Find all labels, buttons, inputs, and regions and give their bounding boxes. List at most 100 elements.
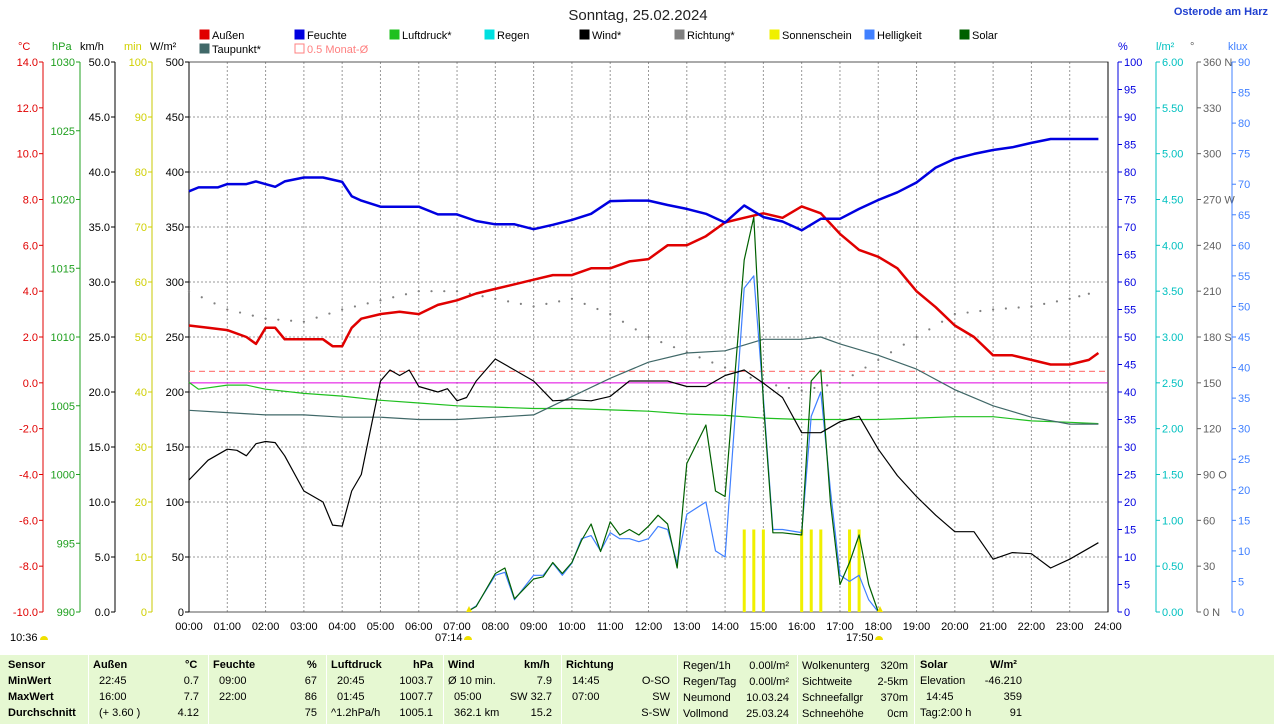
aussen-max-time: 16:00: [99, 691, 127, 703]
richtung-point: [443, 290, 446, 293]
humidity-tick-label: 55: [1124, 305, 1136, 317]
direction-tick-label: 0 N: [1203, 607, 1220, 619]
legend-swatch: [199, 43, 210, 54]
humidity-axis-unit: %: [1118, 41, 1128, 53]
sichtweite-label: Sichtweite: [802, 676, 853, 688]
time-tick-label: 11:00: [597, 621, 624, 633]
time-tick-label: 20:00: [941, 621, 969, 633]
luftdruck-max-value: 1007.7: [399, 691, 433, 703]
aussen-unit: °C: [185, 659, 198, 671]
lux-tick-label: 40: [1238, 363, 1250, 375]
rain-tick-label: 5.50: [1162, 103, 1183, 115]
time-tick-label: 00:00: [175, 621, 203, 633]
durchschnitt-label: Durchschnitt: [8, 707, 76, 719]
richtung-point: [596, 307, 599, 311]
neumond-label: Neumond: [683, 692, 731, 704]
richtung-point: [226, 308, 229, 311]
temp-tick-label: -2.0: [19, 424, 38, 436]
luftdruck-header: Luftdruck: [331, 659, 382, 671]
legend-swatch: [389, 29, 400, 40]
direction-tick-label: 180 S: [1203, 332, 1232, 344]
solar-max-time: 14:45: [926, 691, 954, 703]
sunset-tick-icon: [877, 606, 883, 612]
sensor-header: Sensor: [8, 659, 46, 671]
rain-tick-label: 0.00: [1162, 607, 1183, 619]
time-markers: 10:36 07:14 17:50: [10, 606, 883, 644]
rain-tick-label: 5.00: [1162, 149, 1183, 161]
sunshine-bar: [761, 529, 765, 612]
legend-label: Luftdruck*: [402, 30, 452, 42]
feuchte-max-time: 22:00: [219, 691, 247, 703]
richtung-point: [1017, 306, 1020, 309]
lux-tick-label: 50: [1238, 301, 1250, 313]
elevation-value: -46.210: [984, 675, 1022, 687]
solar-line: [466, 216, 879, 613]
sun-tick-label: 70: [135, 222, 147, 234]
sun-tick-label: 0: [141, 607, 147, 619]
vollmond-value: 25.03.24: [746, 708, 789, 720]
feuchte-min-value: 67: [304, 675, 317, 687]
humidity-tick-label: 10: [1124, 552, 1136, 564]
wind-tick-label: 20.0: [89, 387, 110, 399]
legend-swatch: [199, 29, 210, 40]
richtung-point: [264, 317, 267, 320]
solar-tick-label: 300: [166, 277, 184, 289]
richtung-point: [1030, 305, 1033, 308]
solar-tick-label: 100: [166, 497, 184, 509]
wind-distance: 362.1 km: [454, 707, 500, 719]
richtung-point: [634, 328, 637, 331]
sun-tick-label: 60: [135, 277, 147, 289]
feuchte-header: Feuchte: [213, 659, 256, 671]
temp-tick-label: -10.0: [13, 607, 38, 619]
sunshine-bar: [800, 529, 804, 612]
direction-tick-label: 300: [1203, 149, 1221, 161]
legend-label: Helligkeit: [877, 30, 922, 42]
direction-tick-label: 120: [1203, 424, 1221, 436]
plot-area: [187, 137, 1108, 613]
lux-tick-label: 60: [1238, 240, 1250, 252]
sun-tick-label: 80: [135, 167, 147, 179]
schneefallgr-label: Schneefallgr: [802, 692, 864, 704]
time-tick-label: 12:00: [635, 621, 663, 633]
lux-tick-label: 85: [1238, 88, 1250, 100]
richtung-point: [494, 297, 497, 300]
richtung-point: [711, 361, 714, 364]
pressure-tick-label: 1015: [51, 263, 75, 275]
sunshine-bar: [819, 529, 823, 612]
humidity-tick-label: 5: [1124, 580, 1130, 592]
richtung-point: [545, 302, 548, 305]
richtung-point: [353, 305, 357, 308]
time-tick-label: 23:00: [1056, 621, 1084, 633]
wind-tick-label: 35.0: [89, 222, 110, 234]
richtung-point: [775, 384, 778, 387]
richtung-point: [328, 312, 331, 315]
wind-tick-label: 45.0: [89, 112, 110, 124]
sun-tick-label: 30: [135, 442, 147, 454]
maxwert-label: MaxWert: [8, 691, 54, 703]
lux-tick-label: 35: [1238, 393, 1250, 405]
humidity-tick-label: 85: [1124, 140, 1136, 152]
sun-icon: [40, 636, 48, 640]
time-tick-label: 04:00: [328, 621, 356, 633]
legend-swatch: [864, 29, 875, 40]
humidity-tick-label: 100: [1124, 57, 1142, 69]
humidity-tick-label: 65: [1124, 250, 1136, 262]
lux-tick-label: 45: [1238, 332, 1250, 344]
direction-tick-label: 360 N: [1203, 57, 1232, 69]
temp-tick-label: 6.0: [23, 240, 38, 252]
aussen-min-time: 22:45: [99, 675, 127, 687]
rain-tick-label: 3.00: [1162, 332, 1183, 344]
luftdruck-line: [188, 381, 1099, 425]
sunset-label: 17:50: [846, 632, 874, 644]
time-tick-label: 24:00: [1094, 621, 1122, 633]
solar-tick-label: 150: [166, 442, 184, 454]
direction-tick-label: 240: [1203, 240, 1221, 252]
lux-tick-label: 15: [1238, 515, 1250, 527]
rain-tick-label: 4.00: [1162, 240, 1183, 252]
sunrise-icon: [464, 636, 472, 640]
time-tick-label: 05:00: [367, 621, 395, 633]
lux-tick-label: 20: [1238, 485, 1250, 497]
direction-tick-label: 270 W: [1203, 195, 1235, 207]
richtung-point: [200, 296, 203, 299]
solar-header: Solar: [920, 659, 948, 671]
